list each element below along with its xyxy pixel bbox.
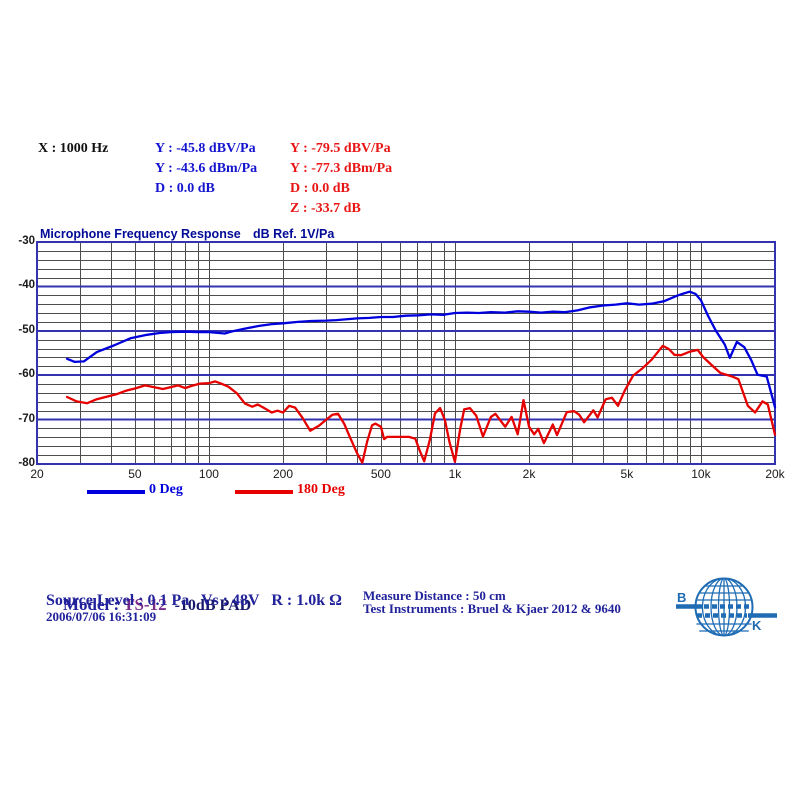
x-tick-label: 100 <box>198 467 219 481</box>
curve-180-deg <box>65 344 777 464</box>
logo-letter-b: B <box>677 590 686 605</box>
marker-readout-line: D : 0.0 dB <box>155 181 215 196</box>
x-tick-label: 500 <box>370 467 391 481</box>
y-tick-label: -40 <box>18 279 35 292</box>
x-tick-label: 20k <box>765 467 785 481</box>
marker-readout-line: Z : -33.7 dB <box>290 201 361 216</box>
y-tick-label: -60 <box>18 368 35 381</box>
pad-label: -10dB PAD <box>166 597 252 614</box>
model-line: Model : TS-12 -10dB PAD <box>46 575 251 635</box>
x-tick-label: 200 <box>272 467 294 481</box>
marker-readout-line: Y : -45.8 dBV/Pa <box>155 141 256 156</box>
legend-line-swatch <box>235 490 293 494</box>
datetime: 2006/07/06 16:31:09 <box>46 609 157 624</box>
chart-ref-label: dB Ref. 1V/Pa <box>253 227 335 241</box>
model-label: Model : <box>63 595 124 614</box>
marker-readout-line: Y : -43.6 dBm/Pa <box>155 161 258 176</box>
chart-title: Microphone Frequency Response <box>40 227 241 241</box>
x-tick-label: 2k <box>522 467 536 481</box>
test-instruments: Test Instruments : Bruel & Kjaer 2012 & … <box>363 601 621 616</box>
model-value: TS-12 <box>123 595 167 614</box>
y-tick-label: -30 <box>18 235 35 247</box>
legend-label: 180 Deg <box>297 482 345 497</box>
marker-readout-line: Y : -77.3 dBm/Pa <box>290 161 393 176</box>
x-tick-label: 5k <box>620 467 634 481</box>
marker-readouts-180deg: Y : -79.5 dBV/Pa Y : -77.3 dBm/Pa D : 0.0 … <box>290 139 392 219</box>
y-tick-label: -70 <box>18 412 35 425</box>
x-tick-label: 1k <box>448 467 462 481</box>
y-tick-label: -80 <box>18 457 35 469</box>
logo-beams <box>676 604 777 618</box>
marker-readout-line: D : 0.0 dB <box>290 181 350 196</box>
logo-letter-k: K <box>752 618 762 633</box>
marker-readouts-0deg: Y : -45.8 dBV/Pa Y : -43.6 dBm/Pa D : 0.0 … <box>155 139 257 199</box>
legend-line-swatch <box>87 490 145 494</box>
x-tick-label: 20 <box>30 467 44 481</box>
plot-border <box>36 241 776 465</box>
curve-0-deg <box>65 290 777 409</box>
measure-distance: Measure Distance : 50 cm <box>363 588 506 603</box>
x-tick-label: 50 <box>128 467 142 481</box>
y-tick-label: -50 <box>18 323 35 336</box>
source-level-line: Source Level : 0.1 Pa Vs : 48V R : 1.0k … <box>46 592 342 609</box>
marker-readout-line: Y : -79.5 dBV/Pa <box>290 141 391 156</box>
x-tick-label: 10k <box>691 467 711 481</box>
legend-label: 0 Deg <box>149 482 183 497</box>
marker-x-readout: X : 1000 Hz <box>38 141 109 156</box>
